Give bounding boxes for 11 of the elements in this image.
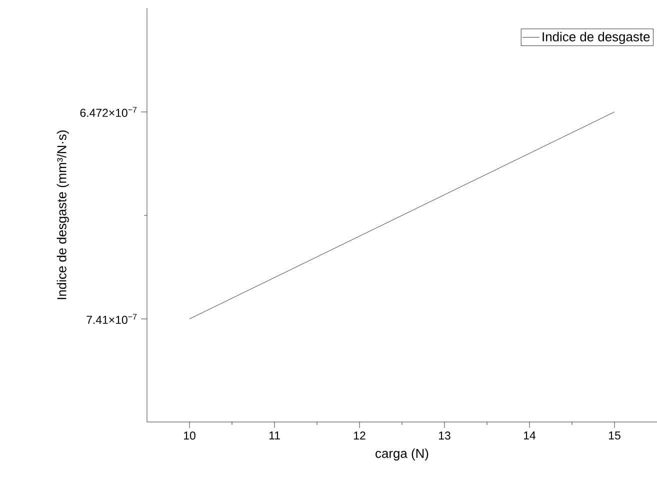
y-tick-label: 7.41×10$^{−7}$ xyxy=(86,314,137,324)
x-tick-label: 13 xyxy=(439,432,450,440)
x-tick-label: 12 xyxy=(354,432,366,440)
x-tick-label: 10 xyxy=(184,432,196,440)
x-tick-label: 15 xyxy=(609,432,620,440)
x-tick-label: 11 xyxy=(269,432,280,440)
x-axis-title: carga (N) xyxy=(376,448,428,461)
y-axis-title: Indice de desgaste (mm³/N·s) xyxy=(56,130,69,300)
y-tick-label: 6.472×10$^{−7}$ xyxy=(80,106,137,117)
x-tick-label: 14 xyxy=(524,432,536,440)
legend-label: Indice de desgaste xyxy=(542,32,650,44)
